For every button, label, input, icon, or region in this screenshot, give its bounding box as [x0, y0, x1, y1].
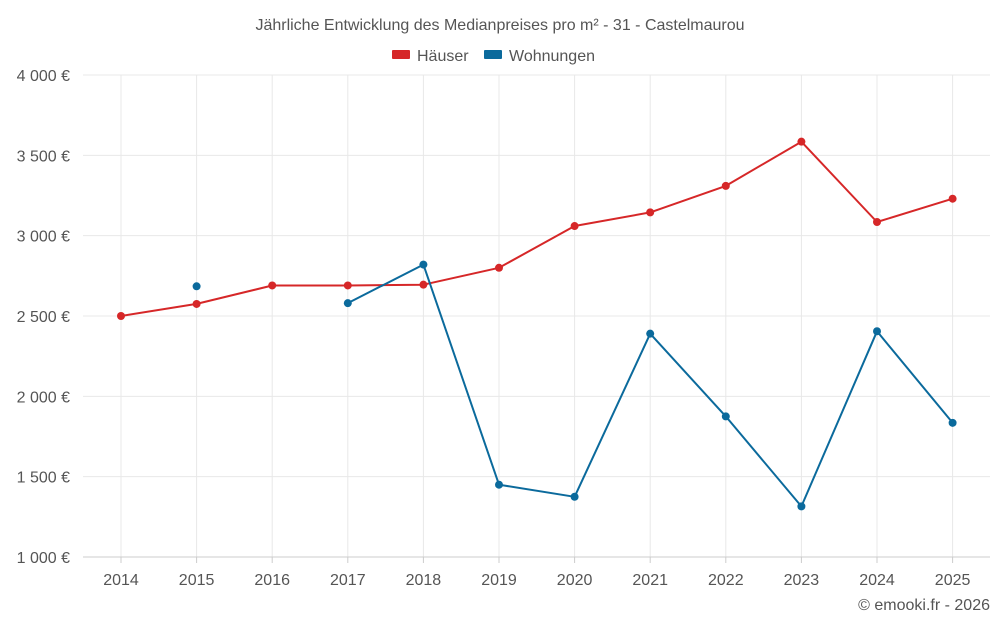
- data-point[interactable]: [192, 299, 201, 308]
- data-point[interactable]: [797, 502, 806, 511]
- legend[interactable]: Häuser Wohnungen: [392, 48, 595, 65]
- grid: [83, 74, 990, 557]
- data-point[interactable]: [495, 480, 503, 489]
- chart-title: Jährliche Entwicklung des Medianpreises …: [255, 17, 744, 34]
- series: [117, 137, 957, 511]
- legend-item-wohnungen[interactable]: Wohnungen: [484, 48, 595, 65]
- series-line: [120, 140, 953, 317]
- x-tick-label: 2015: [179, 572, 215, 589]
- y-tick-label: 3 000 €: [17, 229, 70, 246]
- x-tick-label: 2021: [632, 572, 668, 589]
- x-tick-label: 2020: [557, 572, 593, 589]
- y-tick-label: 2 000 €: [17, 389, 70, 406]
- data-point[interactable]: [117, 312, 125, 320]
- data-point[interactable]: [343, 299, 352, 308]
- x-tick-label: 2018: [406, 572, 442, 589]
- x-tick-label: 2024: [859, 572, 895, 589]
- data-point[interactable]: [570, 222, 579, 231]
- legend-swatch-wohnungen: [484, 50, 502, 59]
- x-tick-label: 2025: [935, 572, 971, 589]
- series-wohnungen: [192, 260, 957, 511]
- data-point[interactable]: [948, 194, 957, 203]
- data-point[interactable]: [721, 181, 730, 190]
- legend-item-haeuser[interactable]: Häuser: [392, 48, 469, 65]
- y-tick-label: 4 000 €: [17, 68, 70, 85]
- legend-label-haeuser: Häuser: [417, 48, 469, 65]
- x-tick-label: 2014: [103, 572, 139, 589]
- data-point[interactable]: [419, 260, 428, 269]
- x-tick-label: 2017: [330, 572, 366, 589]
- data-point[interactable]: [495, 263, 503, 272]
- data-point[interactable]: [948, 418, 957, 427]
- x-tick-label: 2023: [784, 572, 820, 589]
- axes: 1 000 € 1 500 € 2 000 € 2 500 € 3 000 € 3 500…: [17, 68, 990, 589]
- data-point[interactable]: [343, 281, 352, 290]
- data-point[interactable]: [192, 282, 201, 291]
- data-point[interactable]: [570, 492, 579, 501]
- data-point[interactable]: [646, 208, 655, 217]
- y-tick-label: 1 500 €: [17, 470, 70, 487]
- data-point[interactable]: [721, 412, 730, 421]
- legend-swatch-haeuser: [392, 50, 410, 59]
- y-tick-label: 1 000 €: [17, 550, 70, 567]
- data-point[interactable]: [646, 329, 655, 338]
- data-point[interactable]: [873, 218, 881, 227]
- x-tick-label: 2019: [481, 572, 517, 589]
- series-häuser: [117, 137, 957, 320]
- y-tick-label: 3 500 €: [17, 148, 70, 165]
- x-tick-label: 2022: [708, 572, 744, 589]
- credit-text: © emooki.fr - 2026: [858, 597, 990, 614]
- legend-label-wohnungen: Wohnungen: [509, 48, 595, 65]
- data-point[interactable]: [419, 280, 428, 289]
- y-tick-label: 2 500 €: [17, 309, 70, 326]
- data-point[interactable]: [873, 327, 881, 336]
- data-point[interactable]: [268, 281, 277, 290]
- data-point[interactable]: [797, 137, 806, 146]
- x-tick-label: 2016: [254, 572, 290, 589]
